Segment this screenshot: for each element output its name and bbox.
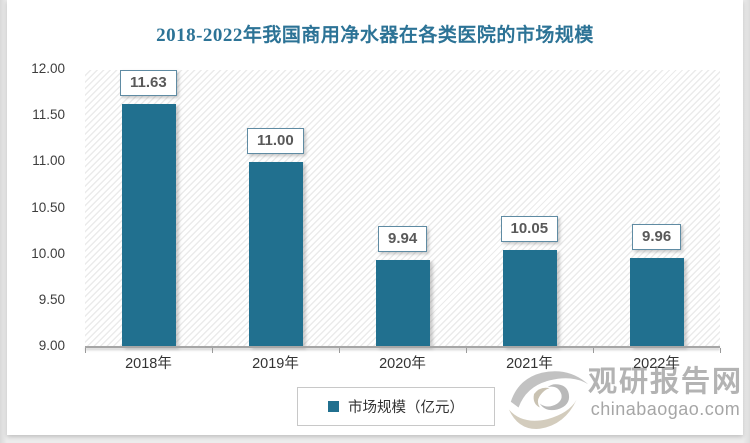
legend: 市场规模（亿元） (297, 387, 495, 426)
x-axis-line (85, 346, 720, 348)
x-axis-boundary-tick (720, 348, 721, 353)
bar (629, 258, 684, 347)
watermark-eye-logo (508, 371, 589, 429)
y-axis-tick-label: 11.50 (32, 107, 65, 123)
chart-card: 2018-2022年我国商用净水器在各类医院的市场规模 12.00 11.50 11… (7, 0, 743, 435)
y-axis-tick-label: 9.00 (38, 338, 65, 353)
x-axis-boundary-tick (593, 348, 594, 353)
data-label: 11.63 (120, 70, 177, 97)
bar (375, 260, 430, 347)
bar (248, 162, 303, 347)
bar (121, 104, 176, 347)
x-axis-label: 2020年 (379, 356, 426, 372)
x-axis-label: 2018年 (125, 356, 172, 372)
y-axis-tick-label: 11.00 (32, 153, 65, 169)
y-axis-tick-label: 12.00 (31, 61, 65, 76)
y-axis-tick-label: 9.50 (38, 291, 65, 307)
legend-marker-square (328, 401, 339, 412)
x-axis-boundary-tick (212, 348, 213, 353)
y-axis-tick-label: 10.00 (31, 245, 65, 261)
data-label: 9.94 (378, 226, 428, 253)
watermark-name: 观研报告网 (587, 366, 743, 398)
x-axis-label: 2022年 (633, 356, 680, 372)
x-axis-label: 2019年 (252, 356, 299, 372)
chart-title: 2018-2022年我国商用净水器在各类医院的市场规模 (156, 25, 594, 46)
watermark: 观研报告网 chinabaogao.com (505, 350, 743, 436)
x-axis-boundary-tick (85, 348, 86, 353)
x-axis-boundary-tick (339, 348, 340, 353)
x-axis-boundary-tick (466, 348, 467, 353)
x-axis-label: 2021年 (506, 356, 553, 372)
legend-label: 市场规模（亿元） (348, 400, 464, 416)
data-label: 9.96 (632, 224, 682, 251)
bar (502, 250, 557, 347)
y-axis-tick-label: 10.50 (31, 199, 65, 215)
data-label: 11.00 (247, 128, 304, 155)
watermark-domain: chinabaogao.com (590, 399, 741, 419)
watermark-text-column: 观研报告网 chinabaogao.com (588, 366, 743, 420)
data-label: 10.05 (500, 216, 559, 243)
